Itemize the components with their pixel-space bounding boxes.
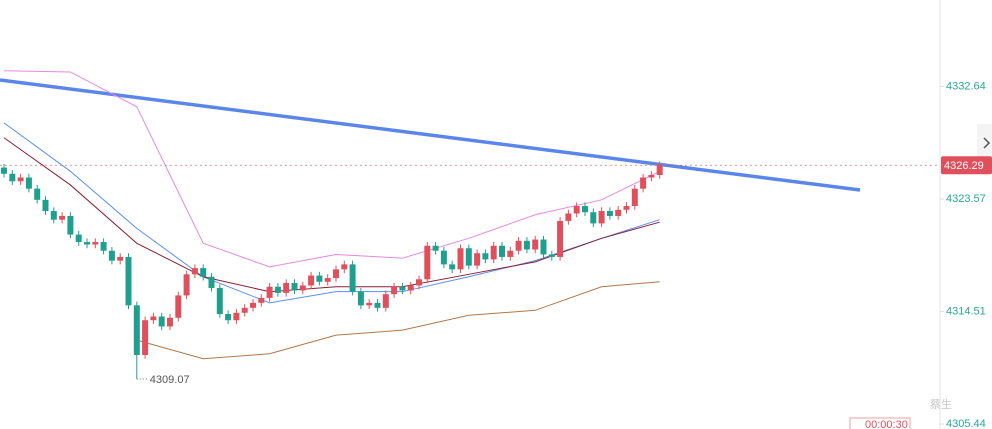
indicator-line	[136, 281, 660, 360]
candle-body	[274, 286, 281, 293]
candle-body	[648, 175, 655, 178]
candle-body	[108, 250, 115, 261]
candle-body	[532, 239, 539, 250]
candle-body	[623, 206, 630, 210]
low-label: 4309.07	[150, 374, 190, 386]
expand-button-bg[interactable]	[977, 124, 992, 162]
candle-body	[291, 282, 298, 291]
candle-body	[34, 188, 41, 200]
candle-body	[399, 286, 406, 291]
y-tick-label: 4332.64	[946, 80, 986, 92]
candle-body	[9, 173, 16, 182]
candle-body	[432, 245, 439, 251]
candle-body	[142, 320, 149, 355]
candle-body	[357, 291, 364, 306]
candle-body	[656, 165, 663, 176]
candle-body	[84, 242, 90, 245]
candle-body	[17, 177, 24, 182]
candle-body	[474, 253, 481, 266]
y-tick-label: 4314.51	[946, 305, 986, 317]
candle-body	[499, 245, 505, 257]
candle-body	[324, 278, 331, 282]
candle-body	[50, 211, 57, 220]
candle-body	[557, 220, 564, 257]
indicator-line	[3, 137, 660, 293]
candle-body	[59, 215, 66, 220]
candle-body	[374, 302, 381, 308]
candle-body	[208, 276, 215, 288]
candle-body	[598, 211, 605, 224]
candle-body	[233, 312, 240, 321]
y-tick-label: 4305.44	[946, 418, 986, 429]
candle-body	[258, 297, 265, 303]
candle-body	[283, 282, 290, 293]
candle-body	[382, 294, 389, 308]
candle-body	[167, 317, 173, 327]
last-price-box	[941, 156, 992, 175]
candle-body	[590, 212, 597, 224]
candle-body	[241, 307, 248, 313]
candle-body	[250, 302, 256, 308]
candle-body	[92, 242, 99, 245]
candle-body	[308, 275, 315, 286]
candle-body	[640, 177, 647, 189]
candle-body	[548, 254, 555, 257]
candle-body	[42, 199, 49, 212]
candle-body	[333, 269, 339, 279]
candle-body	[316, 275, 323, 282]
candle-body	[407, 285, 414, 291]
candle-body	[158, 316, 165, 327]
candle-body	[507, 250, 514, 257]
candle-body	[615, 209, 622, 216]
expand-icon[interactable]	[983, 137, 991, 149]
candle-body	[490, 245, 497, 260]
candle-body	[225, 314, 232, 321]
candle-body	[75, 234, 82, 243]
candle-body	[449, 264, 456, 270]
candle-body	[175, 295, 182, 318]
candle-body	[424, 245, 431, 280]
countdown: 00:00:30	[865, 419, 908, 429]
trend-line	[0, 78, 861, 192]
candle-body	[183, 274, 190, 296]
candle-body	[582, 206, 588, 213]
candle-body	[125, 256, 132, 306]
candle-body	[416, 279, 422, 286]
indicator-line	[3, 70, 660, 268]
candle-body	[565, 213, 572, 221]
candle-body	[366, 302, 373, 306]
candle-body	[631, 188, 638, 207]
candle-body	[482, 253, 489, 260]
candle-body	[391, 286, 398, 295]
candle-body	[191, 268, 198, 275]
candle-body	[573, 206, 580, 214]
candle-body	[349, 264, 356, 292]
y-tick-label: 4323.57	[946, 193, 986, 205]
candle-body	[266, 286, 273, 298]
watermark: 蔡生	[930, 397, 952, 411]
candle-body	[440, 250, 447, 265]
last-price-label: 4326.29	[944, 160, 984, 172]
candle-body	[133, 305, 140, 355]
candle-body	[100, 242, 107, 251]
candle-body	[117, 256, 124, 261]
candle-body	[25, 177, 32, 189]
candle-body	[341, 264, 348, 270]
countdown-box	[849, 417, 911, 429]
candle-body	[150, 316, 157, 321]
candle-body	[515, 240, 522, 251]
candle-body	[523, 240, 530, 250]
candle-body	[606, 211, 613, 216]
candle-body	[200, 268, 207, 277]
candle-body	[457, 248, 464, 270]
expand-button[interactable]	[977, 124, 992, 162]
candle-body	[1, 167, 7, 174]
candle-body	[216, 287, 223, 315]
candle-body	[465, 248, 472, 266]
candle-body	[67, 215, 74, 235]
candle-body	[299, 285, 306, 291]
candle-body	[540, 239, 547, 255]
